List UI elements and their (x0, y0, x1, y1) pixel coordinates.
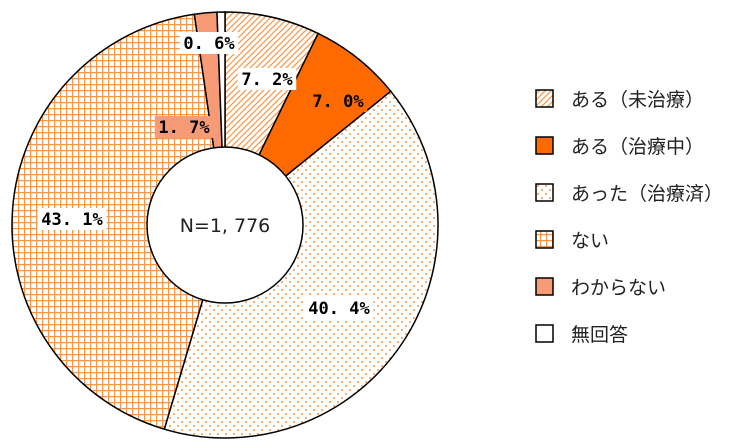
slice-value-label: 0. 6% (183, 34, 235, 54)
pie-slice-treated (163, 90, 439, 439)
donut-hole (146, 146, 304, 304)
legend-swatch (535, 89, 554, 108)
legend-label: ある（未治療） (571, 89, 704, 111)
slice-value-label: 1. 7% (158, 118, 210, 138)
slice-value-label: 43. 1% (41, 210, 103, 230)
legend-label: 無回答 (571, 324, 628, 346)
slice-label-bg (237, 68, 297, 90)
slice-label-unknown: 1. 7% (154, 116, 214, 138)
legend-label: ない (571, 230, 609, 252)
slice-label-treated: 40. 4% (304, 297, 374, 319)
legend-swatch (535, 277, 554, 296)
slice-label-untreated: 7. 2% (237, 68, 297, 90)
legend-item-unknown: わからない (535, 277, 666, 299)
legend-item-in-treatment: ある（治療中） (535, 136, 704, 158)
legend-swatch (535, 324, 554, 343)
legend-swatch (535, 136, 554, 155)
legend-label: ある（治療中） (571, 136, 704, 158)
legend-label: あった（治療済） (571, 183, 723, 205)
legend-item-untreated: ある（未治療） (535, 89, 704, 111)
slice-value-label: 40. 4% (308, 299, 370, 319)
slice-label-bg (37, 208, 107, 230)
slice-label-bg (304, 297, 374, 319)
legend-swatch (535, 183, 554, 202)
slice-label-bg (308, 90, 368, 112)
legend-item-none: ない (535, 230, 609, 252)
slice-label-no-answer: 0. 6% (179, 32, 239, 54)
slice-value-label: 7. 0% (312, 92, 364, 112)
slice-label-in-treatment: 7. 0% (308, 90, 368, 112)
slice-label-bg (179, 32, 239, 54)
slice-value-label: 7. 2% (241, 70, 293, 90)
legend-label: わからない (571, 277, 666, 299)
slice-label-bg (154, 116, 214, 138)
slice-label-none: 43. 1% (37, 208, 107, 230)
legend-item-treated: あった（治療済） (535, 183, 723, 205)
legend-item-no-answer: 無回答 (535, 324, 628, 346)
slice-labels: 7. 2% 7. 0% 40. 4% 43. 1% 1. 7% 0. 6% (37, 32, 374, 319)
legend-swatch (535, 230, 554, 249)
center-label: N=1, 776 (180, 215, 271, 237)
